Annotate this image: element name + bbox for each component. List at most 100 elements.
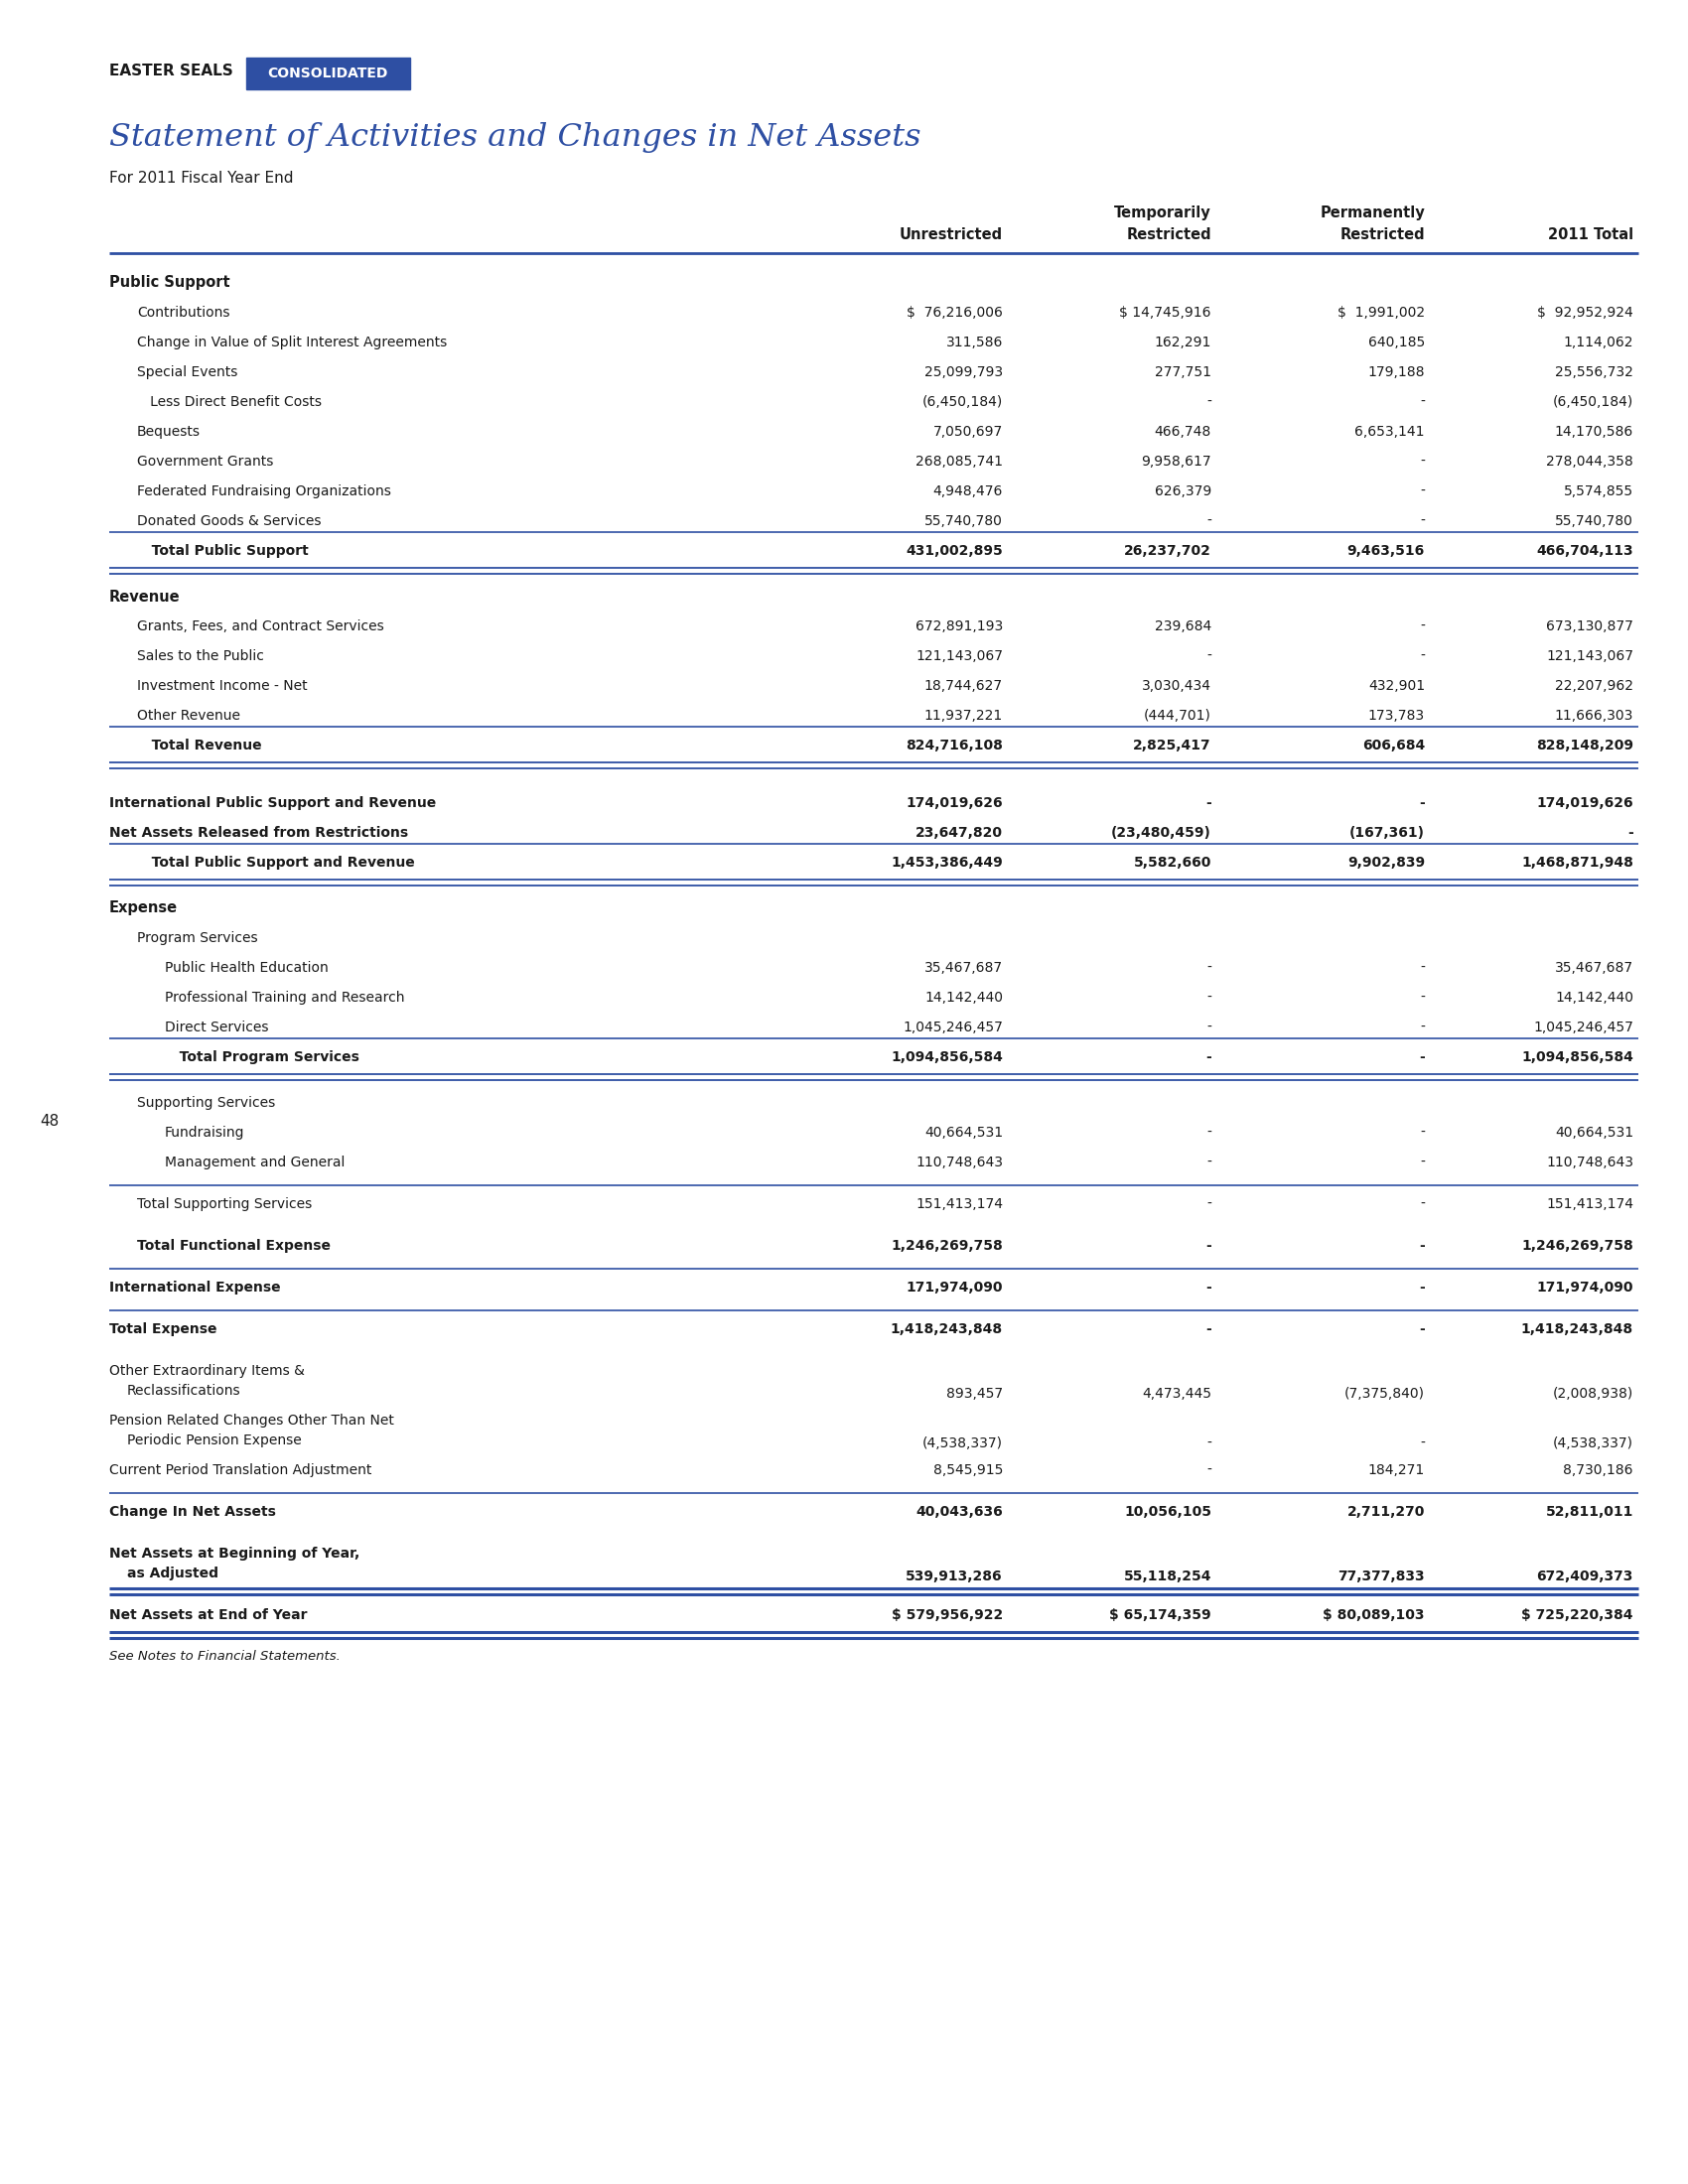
Text: -: - xyxy=(1207,992,1212,1005)
Text: (4,538,337): (4,538,337) xyxy=(922,1437,1003,1450)
Text: 8,730,186: 8,730,186 xyxy=(1563,1463,1634,1476)
Text: 539,913,286: 539,913,286 xyxy=(906,1570,1003,1583)
Text: $  1,991,002: $ 1,991,002 xyxy=(1337,306,1425,319)
Text: $ 14,745,916: $ 14,745,916 xyxy=(1119,306,1212,319)
Text: (167,361): (167,361) xyxy=(1349,826,1425,841)
Text: 40,664,531: 40,664,531 xyxy=(925,1125,1003,1140)
Text: 151,413,174: 151,413,174 xyxy=(1546,1197,1634,1212)
Text: -: - xyxy=(1207,1125,1212,1140)
Text: 9,463,516: 9,463,516 xyxy=(1347,544,1425,557)
Text: 35,467,687: 35,467,687 xyxy=(925,961,1003,974)
Text: Pension Related Changes Other Than Net: Pension Related Changes Other Than Net xyxy=(110,1413,393,1428)
Text: -: - xyxy=(1420,1238,1425,1254)
Text: -: - xyxy=(1420,454,1425,470)
Text: 1,114,062: 1,114,062 xyxy=(1563,336,1634,349)
Text: -: - xyxy=(1207,1197,1212,1212)
Text: 23,647,820: 23,647,820 xyxy=(915,826,1003,841)
Text: International Public Support and Revenue: International Public Support and Revenue xyxy=(110,797,436,810)
Text: -: - xyxy=(1420,513,1425,529)
Text: (7,375,840): (7,375,840) xyxy=(1344,1387,1425,1400)
Text: See Notes to Financial Statements.: See Notes to Financial Statements. xyxy=(110,1649,341,1662)
Text: $  92,952,924: $ 92,952,924 xyxy=(1538,306,1634,319)
Text: Investment Income - Net: Investment Income - Net xyxy=(137,679,307,692)
Text: -: - xyxy=(1420,797,1425,810)
Text: Fundraising: Fundraising xyxy=(165,1125,245,1140)
Text: 606,684: 606,684 xyxy=(1362,738,1425,753)
Text: Contributions: Contributions xyxy=(137,306,230,319)
Text: (2,008,938): (2,008,938) xyxy=(1553,1387,1634,1400)
Text: Professional Training and Research: Professional Training and Research xyxy=(165,992,405,1005)
Text: -: - xyxy=(1420,961,1425,974)
Text: Other Revenue: Other Revenue xyxy=(137,710,240,723)
Text: -: - xyxy=(1420,620,1425,633)
Text: 5,582,660: 5,582,660 xyxy=(1134,856,1212,869)
Text: 432,901: 432,901 xyxy=(1369,679,1425,692)
Text: 466,748: 466,748 xyxy=(1155,426,1212,439)
Text: 11,666,303: 11,666,303 xyxy=(1555,710,1634,723)
Text: Change in Value of Split Interest Agreements: Change in Value of Split Interest Agreem… xyxy=(137,336,447,349)
Text: Expense: Expense xyxy=(110,900,177,915)
Text: 22,207,962: 22,207,962 xyxy=(1555,679,1634,692)
Text: 4,473,445: 4,473,445 xyxy=(1141,1387,1212,1400)
Text: 26,237,702: 26,237,702 xyxy=(1124,544,1212,557)
Text: 2011 Total: 2011 Total xyxy=(1548,227,1634,242)
Text: -: - xyxy=(1207,513,1212,529)
Text: CONSOLIDATED: CONSOLIDATED xyxy=(267,66,388,81)
Text: Grants, Fees, and Contract Services: Grants, Fees, and Contract Services xyxy=(137,620,383,633)
Text: Less Direct Benefit Costs: Less Direct Benefit Costs xyxy=(137,395,322,408)
Text: 431,002,895: 431,002,895 xyxy=(906,544,1003,557)
Text: $ 80,089,103: $ 80,089,103 xyxy=(1323,1607,1425,1623)
Text: -: - xyxy=(1420,1280,1425,1295)
Text: Program Services: Program Services xyxy=(137,930,258,946)
Text: 55,740,780: 55,740,780 xyxy=(1555,513,1634,529)
Text: $ 579,956,922: $ 579,956,922 xyxy=(891,1607,1003,1623)
Text: $  76,216,006: $ 76,216,006 xyxy=(906,306,1003,319)
Text: 6,653,141: 6,653,141 xyxy=(1355,426,1425,439)
Text: -: - xyxy=(1420,1321,1425,1337)
Text: -: - xyxy=(1207,649,1212,664)
Text: Supporting Services: Supporting Services xyxy=(137,1096,275,1109)
Text: 10,056,105: 10,056,105 xyxy=(1124,1505,1212,1518)
Text: (4,538,337): (4,538,337) xyxy=(1553,1437,1634,1450)
Text: 110,748,643: 110,748,643 xyxy=(915,1155,1003,1168)
Text: Federated Fundraising Organizations: Federated Fundraising Organizations xyxy=(137,485,392,498)
Text: 174,019,626: 174,019,626 xyxy=(1536,797,1634,810)
Text: Total Public Support: Total Public Support xyxy=(137,544,309,557)
Text: Total Revenue: Total Revenue xyxy=(137,738,262,753)
Text: Net Assets Released from Restrictions: Net Assets Released from Restrictions xyxy=(110,826,408,841)
Text: Special Events: Special Events xyxy=(137,365,238,380)
Text: Donated Goods & Services: Donated Goods & Services xyxy=(137,513,321,529)
Text: 1,418,243,848: 1,418,243,848 xyxy=(891,1321,1003,1337)
Text: 55,118,254: 55,118,254 xyxy=(1124,1570,1212,1583)
Text: International Expense: International Expense xyxy=(110,1280,280,1295)
Text: 1,045,246,457: 1,045,246,457 xyxy=(903,1020,1003,1035)
Text: 25,556,732: 25,556,732 xyxy=(1555,365,1634,380)
Text: 77,377,833: 77,377,833 xyxy=(1339,1570,1425,1583)
Text: Total Program Services: Total Program Services xyxy=(165,1051,360,1064)
Text: 466,704,113: 466,704,113 xyxy=(1536,544,1634,557)
Text: 5,574,855: 5,574,855 xyxy=(1563,485,1634,498)
Text: -: - xyxy=(1207,1020,1212,1035)
Text: -: - xyxy=(1205,1051,1212,1064)
Text: 35,467,687: 35,467,687 xyxy=(1555,961,1634,974)
Text: 1,045,246,457: 1,045,246,457 xyxy=(1533,1020,1634,1035)
Text: Sales to the Public: Sales to the Public xyxy=(137,649,263,664)
Text: Statement of Activities and Changes in Net Assets: Statement of Activities and Changes in N… xyxy=(110,122,922,153)
Text: 672,891,193: 672,891,193 xyxy=(915,620,1003,633)
Text: -: - xyxy=(1420,649,1425,664)
Text: Periodic Pension Expense: Periodic Pension Expense xyxy=(127,1433,302,1448)
Text: Change In Net Assets: Change In Net Assets xyxy=(110,1505,275,1518)
Text: -: - xyxy=(1207,1155,1212,1168)
Text: -: - xyxy=(1207,395,1212,408)
Text: 179,188: 179,188 xyxy=(1367,365,1425,380)
Text: Restricted: Restricted xyxy=(1340,227,1425,242)
Text: -: - xyxy=(1420,1051,1425,1064)
Text: 171,974,090: 171,974,090 xyxy=(906,1280,1003,1295)
Text: Unrestricted: Unrestricted xyxy=(900,227,1003,242)
Text: 110,748,643: 110,748,643 xyxy=(1546,1155,1634,1168)
Text: 8,545,915: 8,545,915 xyxy=(933,1463,1003,1476)
Text: 824,716,108: 824,716,108 xyxy=(906,738,1003,753)
Text: -: - xyxy=(1205,1280,1212,1295)
Text: 278,044,358: 278,044,358 xyxy=(1546,454,1634,470)
Text: 1,094,856,584: 1,094,856,584 xyxy=(891,1051,1003,1064)
